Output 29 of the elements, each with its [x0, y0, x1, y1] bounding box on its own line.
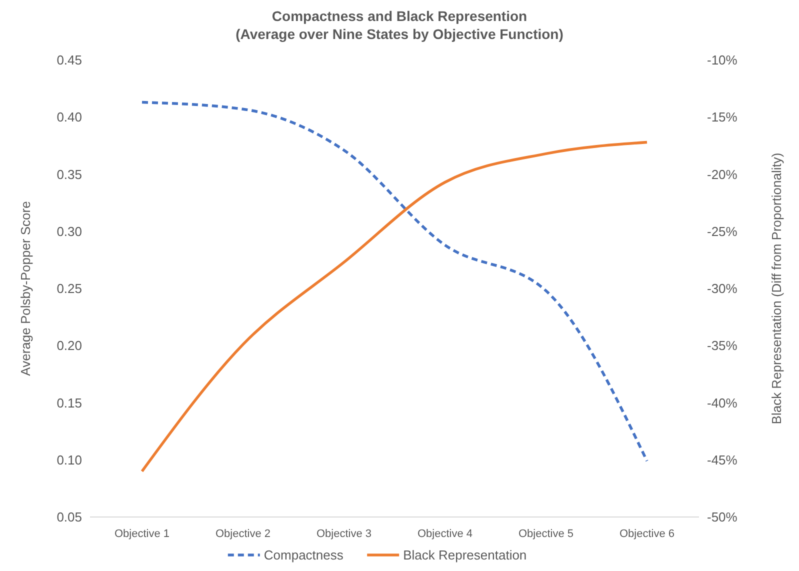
x-tick-label: Objective 6	[619, 528, 675, 540]
y2-tick-label: -10%	[707, 52, 738, 68]
y-tick-label: 0.40	[56, 110, 82, 125]
y-tick-label: 0.35	[56, 166, 82, 182]
y-axis-title: Average Polsby-Popper Score	[18, 201, 33, 376]
y2-tick-label: -40%	[707, 395, 738, 410]
y2-tick-label: -20%	[707, 166, 738, 182]
y2-tick-label: -25%	[707, 224, 738, 239]
y2-tick-label: -15%	[707, 110, 738, 125]
x-tick-label: Objective 3	[316, 528, 372, 540]
y-tick-label: 0.45	[56, 52, 82, 68]
y-tick-label: 0.25	[56, 281, 82, 296]
y-tick-label: 0.05	[56, 510, 82, 525]
y2-axis-title: Black Representation (Diff from Proportionality)	[769, 152, 784, 424]
x-tick-label: Objective 4	[417, 528, 473, 540]
y2-tick-label: -45%	[707, 452, 738, 468]
y-tick-label: 0.10	[56, 452, 82, 468]
chart-title: Compactness and Black Represention (Average over Nine States by Objective Function)	[236, 8, 564, 42]
x-tick-label: Objective 2	[215, 528, 271, 540]
y-tick-label: 0.15	[56, 395, 82, 410]
y2-tick-label: -30%	[707, 281, 738, 296]
legend-label: Compactness	[264, 548, 344, 563]
x-tick-label: Objective 5	[518, 528, 574, 540]
y2-tick-label: -50%	[707, 510, 738, 525]
y-tick-label: 0.30	[56, 224, 82, 239]
x-tick-label: Objective 1	[114, 528, 170, 540]
y2-tick-label: -35%	[707, 338, 738, 354]
y-tick-label: 0.20	[56, 338, 82, 354]
legend-label: Black Representation	[403, 548, 527, 563]
